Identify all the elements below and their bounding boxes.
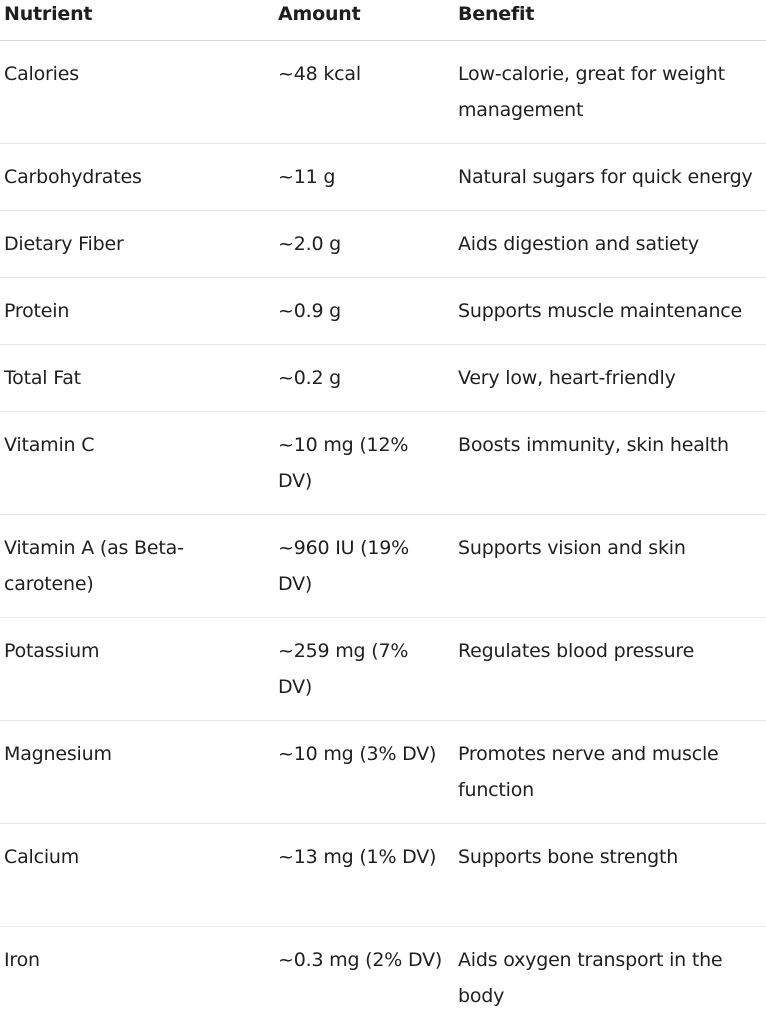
amount-cell: ~11 g xyxy=(278,166,336,188)
benefit-cell: Aids digestion and satiety xyxy=(458,233,699,255)
nutrient-cell: Protein xyxy=(4,300,70,322)
nutrient-cell: Carbohydrates xyxy=(4,166,142,188)
amount-cell: ~960 IU (19% DV) xyxy=(278,537,410,595)
table-row: Magnesium ~10 mg (3% DV) Promotes nerve … xyxy=(0,721,766,824)
table-row: Carbohydrates ~11 g Natural sugars for q… xyxy=(0,144,766,211)
table-row: Protein ~0.9 g Supports muscle maintenan… xyxy=(0,278,766,345)
nutrient-cell: Total Fat xyxy=(4,367,81,389)
benefit-cell: Supports bone strength xyxy=(458,846,679,868)
table-row: Iron ~0.3 mg (2% DV) Aids oxygen transpo… xyxy=(0,927,766,1030)
amount-cell: ~48 kcal xyxy=(278,63,361,85)
table-row: Vitamin C ~10 mg (12% DV) Boosts immunit… xyxy=(0,412,766,515)
nutrient-cell: Iron xyxy=(4,949,40,971)
nutrient-cell: Vitamin C xyxy=(4,434,95,456)
benefit-cell: Low-calorie, great for weight management xyxy=(458,63,725,121)
benefit-cell: Supports muscle maintenance xyxy=(458,300,743,322)
table-row: Dietary Fiber ~2.0 g Aids digestion and … xyxy=(0,211,766,278)
table-header-row: Nutrient Amount Benefit xyxy=(0,0,766,41)
nutrient-cell: Dietary Fiber xyxy=(4,233,124,255)
header-amount: Amount xyxy=(278,3,361,25)
header-benefit: Benefit xyxy=(458,3,535,25)
table-row: Calories ~48 kcal Low-calorie, great for… xyxy=(0,41,766,144)
amount-cell: ~2.0 g xyxy=(278,233,342,255)
amount-cell: ~0.3 mg (2% DV) xyxy=(278,949,443,971)
amount-cell: ~0.9 g xyxy=(278,300,342,322)
nutrient-cell: Vitamin A (as Beta-carotene) xyxy=(4,537,184,595)
amount-cell: ~13 mg (1% DV) xyxy=(278,846,437,868)
table-row: Calcium ~13 mg (1% DV) Supports bone str… xyxy=(0,824,766,927)
nutrient-cell: Potassium xyxy=(4,640,100,662)
table-row: Vitamin A (as Beta-carotene) ~960 IU (19… xyxy=(0,515,766,618)
benefit-cell: Aids oxygen transport in the body xyxy=(458,949,723,1007)
nutrient-cell: Magnesium xyxy=(4,743,112,765)
table-row: Total Fat ~0.2 g Very low, heart-friendl… xyxy=(0,345,766,412)
amount-cell: ~10 mg (3% DV) xyxy=(278,743,437,765)
benefit-cell: Very low, heart-friendly xyxy=(458,367,676,389)
amount-cell: ~259 mg (7% DV) xyxy=(278,640,409,698)
nutrient-cell: Calcium xyxy=(4,846,80,868)
benefit-cell: Boosts immunity, skin health xyxy=(458,434,729,456)
header-nutrient: Nutrient xyxy=(4,3,93,25)
table-row: Potassium ~259 mg (7% DV) Regulates bloo… xyxy=(0,618,766,721)
benefit-cell: Promotes nerve and muscle function xyxy=(458,743,719,801)
amount-cell: ~10 mg (12% DV) xyxy=(278,434,409,492)
amount-cell: ~0.2 g xyxy=(278,367,342,389)
benefit-cell: Regulates blood pressure xyxy=(458,640,695,662)
nutrient-cell: Calories xyxy=(4,63,79,85)
benefit-cell: Supports vision and skin xyxy=(458,537,686,559)
benefit-cell: Natural sugars for quick energy xyxy=(458,166,753,188)
